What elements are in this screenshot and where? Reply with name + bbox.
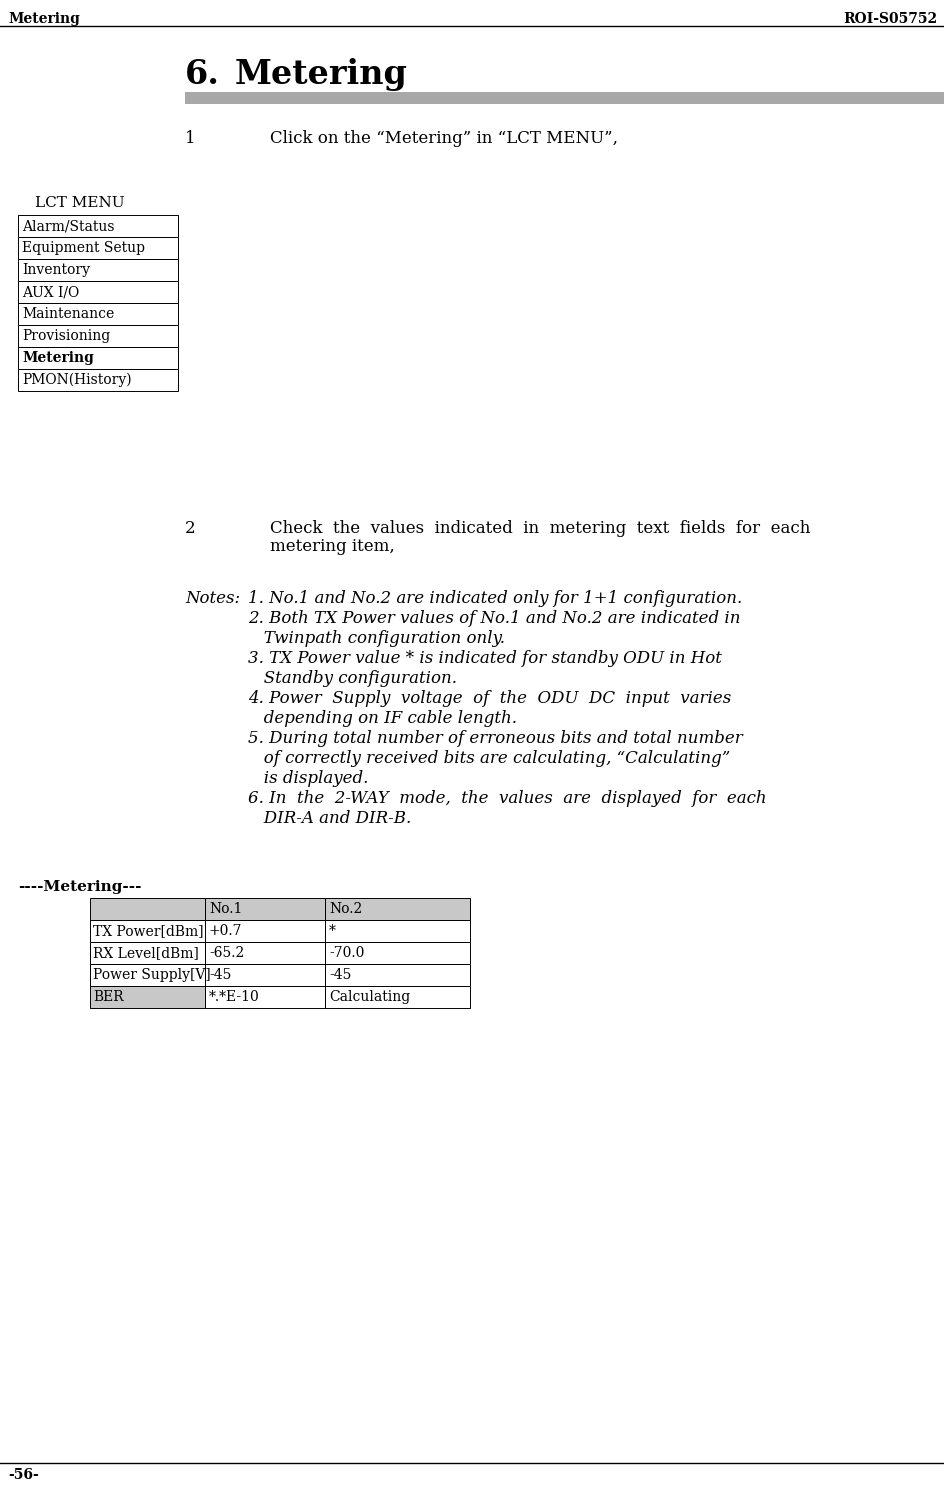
Text: *.*E-10: *.*E-10: [209, 990, 260, 1003]
Text: 4. Power  Supply  voltage  of  the  ODU  DC  input  varies: 4. Power Supply voltage of the ODU DC in…: [247, 690, 731, 708]
Bar: [325, 897, 469, 920]
Text: BER: BER: [93, 990, 124, 1003]
Text: Maintenance: Maintenance: [22, 308, 114, 321]
Text: 6.: 6.: [185, 58, 220, 91]
Bar: [90, 920, 205, 942]
Bar: [325, 920, 469, 942]
Bar: [18, 237, 177, 258]
Text: -70.0: -70.0: [329, 947, 364, 960]
Text: 2: 2: [185, 520, 195, 537]
Text: DIR-A and DIR-B.: DIR-A and DIR-B.: [247, 811, 411, 827]
Text: LCT MENU: LCT MENU: [35, 196, 125, 211]
Text: Twinpath configuration only.: Twinpath configuration only.: [247, 630, 504, 646]
Bar: [90, 897, 205, 920]
Text: TX Power[dBm]: TX Power[dBm]: [93, 924, 203, 938]
Text: Click on the “Metering” in “LCT MENU”,: Click on the “Metering” in “LCT MENU”,: [270, 130, 617, 146]
Text: -56-: -56-: [8, 1468, 39, 1483]
Text: 2. Both TX Power values of No.1 and No.2 are indicated in: 2. Both TX Power values of No.1 and No.2…: [247, 611, 740, 627]
Bar: [18, 303, 177, 325]
Bar: [185, 93, 944, 105]
Text: 1. No.1 and No.2 are indicated only for 1+1 configuration.: 1. No.1 and No.2 are indicated only for …: [247, 590, 741, 608]
Text: -45: -45: [209, 967, 231, 982]
Bar: [90, 964, 205, 985]
Text: metering item,: metering item,: [270, 537, 395, 555]
Bar: [18, 325, 177, 346]
Text: Metering: Metering: [235, 58, 408, 91]
Text: No.2: No.2: [329, 902, 362, 917]
Text: depending on IF cable length.: depending on IF cable length.: [247, 711, 516, 727]
Text: -65.2: -65.2: [209, 947, 244, 960]
Text: PMON(History): PMON(History): [22, 373, 131, 387]
Text: ROI-S05752: ROI-S05752: [842, 12, 936, 25]
Text: Alarm/Status: Alarm/Status: [22, 219, 114, 233]
Text: No.1: No.1: [209, 902, 242, 917]
Text: 1: 1: [185, 130, 195, 146]
Bar: [18, 258, 177, 281]
Bar: [325, 964, 469, 985]
Text: Calculating: Calculating: [329, 990, 410, 1003]
Bar: [90, 985, 205, 1008]
Text: 6. In  the  2-WAY  mode,  the  values  are  displayed  for  each: 6. In the 2-WAY mode, the values are dis…: [247, 790, 766, 808]
Text: Metering: Metering: [8, 12, 80, 25]
Bar: [205, 897, 325, 920]
Text: *: *: [329, 924, 335, 938]
Text: RX Level[dBm]: RX Level[dBm]: [93, 947, 198, 960]
Bar: [18, 281, 177, 303]
Text: Notes:: Notes:: [185, 590, 240, 608]
Text: +0.7: +0.7: [209, 924, 243, 938]
Bar: [18, 369, 177, 391]
Bar: [90, 942, 205, 964]
Text: is displayed.: is displayed.: [247, 770, 368, 787]
Text: -45: -45: [329, 967, 351, 982]
Bar: [18, 215, 177, 237]
Text: Equipment Setup: Equipment Setup: [22, 240, 144, 255]
Text: 3. TX Power value * is indicated for standby ODU in Hot: 3. TX Power value * is indicated for sta…: [247, 649, 721, 667]
Text: Standby configuration.: Standby configuration.: [247, 670, 457, 687]
Bar: [205, 985, 325, 1008]
Text: ----Metering---: ----Metering---: [18, 879, 142, 894]
Bar: [205, 942, 325, 964]
Bar: [325, 942, 469, 964]
Bar: [325, 985, 469, 1008]
Text: Check  the  values  indicated  in  metering  text  fields  for  each: Check the values indicated in metering t…: [270, 520, 810, 537]
Text: Provisioning: Provisioning: [22, 328, 110, 343]
Text: Power Supply[V]: Power Supply[V]: [93, 967, 211, 982]
Text: Metering: Metering: [22, 351, 93, 364]
Text: Inventory: Inventory: [22, 263, 90, 278]
Text: 5. During total number of erroneous bits and total number: 5. During total number of erroneous bits…: [247, 730, 742, 746]
Text: of correctly received bits are calculating, “Calculating”: of correctly received bits are calculati…: [247, 749, 730, 767]
Bar: [18, 346, 177, 369]
Bar: [205, 964, 325, 985]
Text: AUX I/O: AUX I/O: [22, 285, 79, 299]
Bar: [205, 920, 325, 942]
